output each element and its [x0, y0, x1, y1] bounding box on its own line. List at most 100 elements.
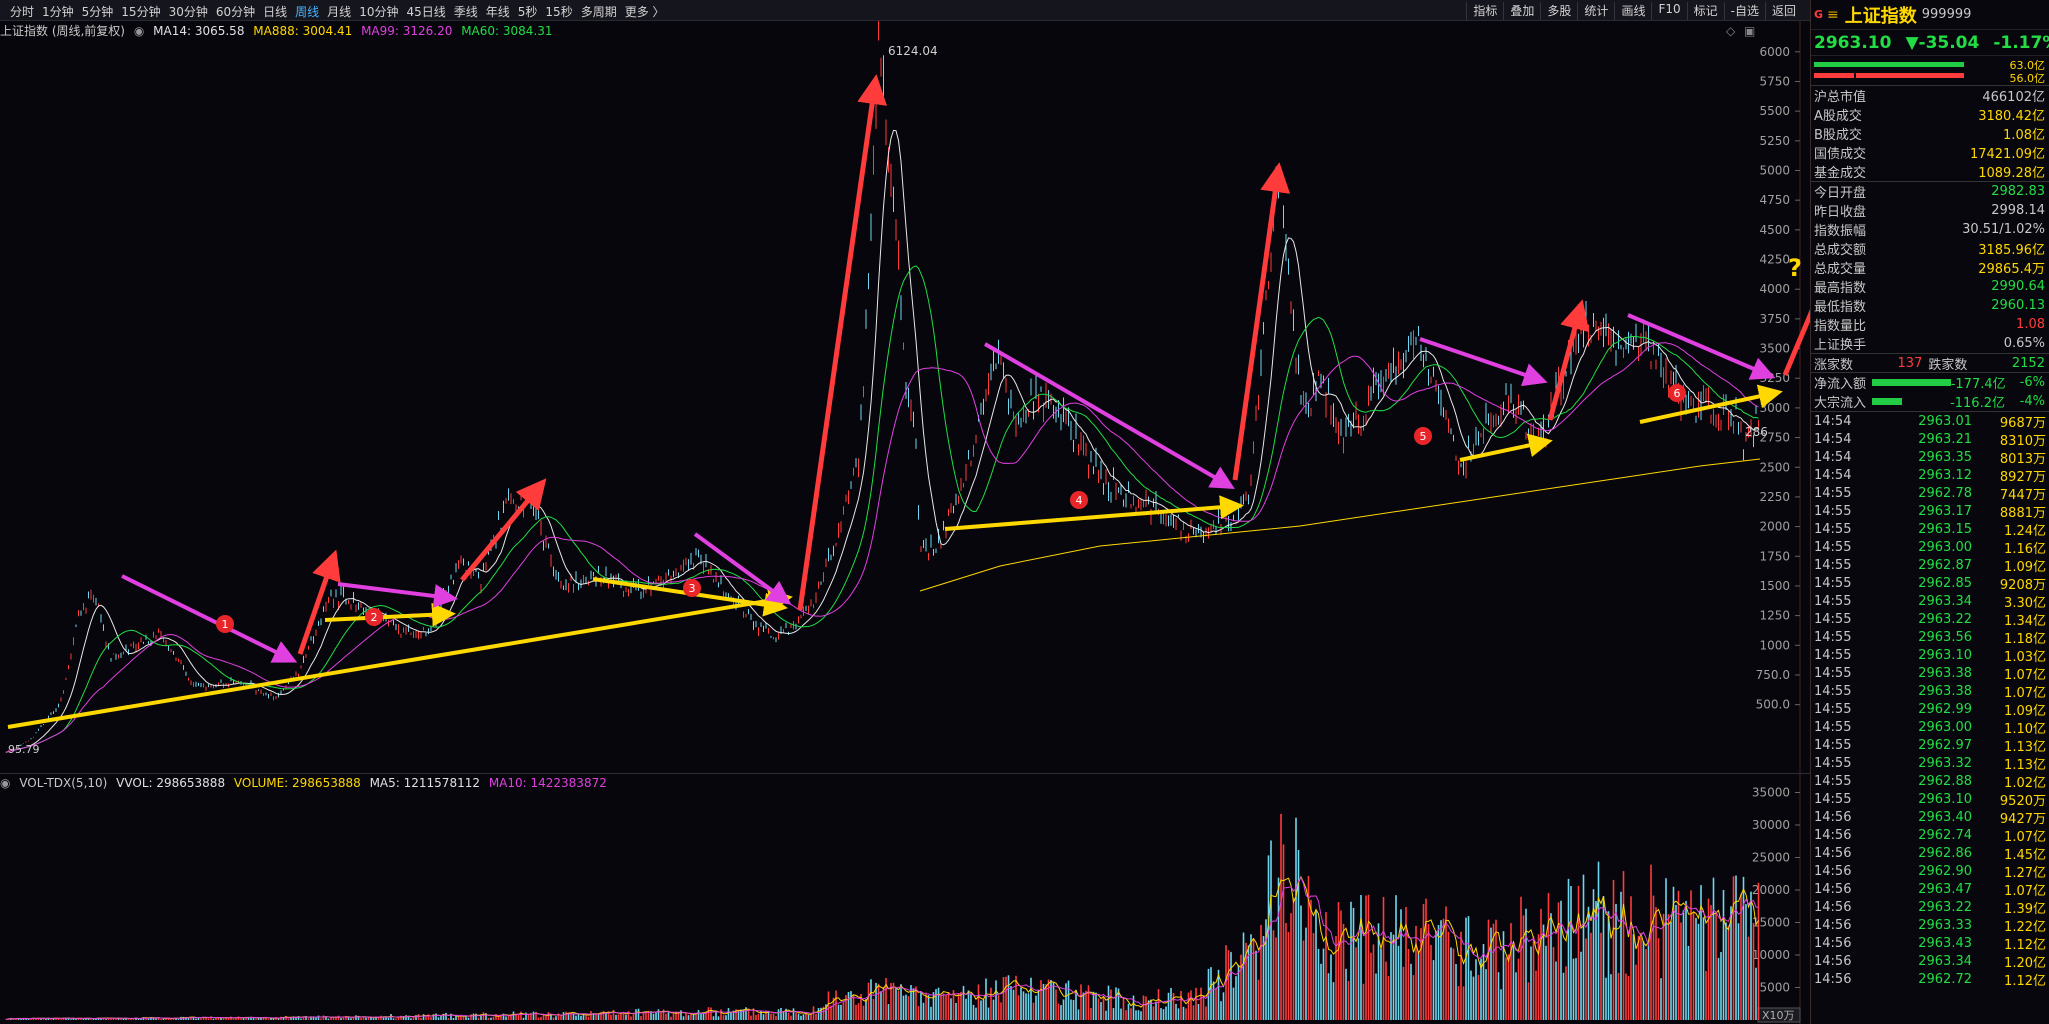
stat-value: 0.65%	[2003, 336, 2045, 351]
stat-label: 最低指数	[1814, 300, 1867, 315]
period-tab[interactable]: 更多 〉	[624, 4, 665, 19]
resistance-arrow	[983, 342, 1235, 490]
tick-price: 2963.17	[1918, 503, 1972, 519]
question-mark: ?	[1788, 254, 1802, 282]
ma888-label: MA888: 3004.41	[253, 24, 353, 38]
tick-price: 2963.47	[1918, 881, 1972, 897]
wave-marker	[1070, 491, 1088, 509]
tool-button[interactable]: 叠加	[1503, 2, 1540, 20]
tool-button[interactable]: F10	[1651, 2, 1686, 20]
stat-label: 今日开盘	[1814, 186, 1867, 201]
ma10-label: MA10: 1422383872	[488, 776, 607, 790]
price-chart[interactable]: 6000575055005250500047504500425040003750…	[0, 21, 1810, 773]
stat-value: 3185.96亿	[1978, 243, 2045, 258]
price-pct: -1.17%	[1993, 32, 2049, 53]
period-tab[interactable]: 5秒	[517, 4, 538, 19]
ma99-line	[5, 342, 1759, 753]
period-tab[interactable]: 月线	[327, 4, 352, 19]
stat-row: 最低指数 2960.13	[1811, 296, 2049, 315]
stat-label: 国债成交	[1814, 147, 1867, 162]
stat-label: 指数量比	[1814, 319, 1867, 334]
period-tab[interactable]: 60分钟	[215, 4, 256, 19]
period-tab[interactable]: 多周期	[580, 4, 617, 19]
tick-row: 14:55 2963.56 1.18亿	[1811, 628, 2049, 647]
stat-value: 1.08	[2016, 317, 2045, 332]
tool-button[interactable]: 标记	[1686, 2, 1724, 20]
tick-price: 2963.15	[1918, 521, 1972, 537]
tick-price: 2963.21	[1918, 431, 1972, 447]
period-tab[interactable]: 45日线	[406, 4, 446, 19]
tick-time: 14:54	[1814, 413, 1852, 429]
tick-row: 14:56 2963.40 9427万	[1811, 808, 2049, 827]
window-icon[interactable]: ▣	[1744, 24, 1756, 38]
stat-label: 总成交额	[1814, 243, 1867, 258]
tick-price: 2963.00	[1918, 719, 1972, 735]
tick-price: 2963.22	[1918, 611, 1972, 627]
tool-button[interactable]: 多股	[1540, 2, 1577, 20]
tick-price: 2963.34	[1918, 593, 1972, 609]
tool-button[interactable]: -自选	[1723, 2, 1765, 20]
tick-row: 14:56 2962.72 1.12亿	[1811, 970, 2049, 989]
tick-time: 14:55	[1814, 485, 1852, 501]
period-tab[interactable]: 年线	[485, 4, 510, 19]
tick-time: 14:55	[1814, 701, 1852, 717]
flow-bars: 63.0亿 56.0亿	[1811, 56, 2049, 86]
tool-button[interactable]: 画线	[1614, 2, 1651, 20]
bar2-label: 56.0亿	[2009, 72, 2046, 85]
last-label: 286	[1745, 425, 1768, 439]
tick-volume: 1.16亿	[2004, 541, 2046, 557]
period-tab[interactable]: 1分钟	[42, 4, 74, 19]
tick-row: 14:55 2963.34 3.30亿	[1811, 592, 2049, 611]
tick-time: 14:55	[1814, 503, 1852, 519]
menu-icon[interactable]: ≡	[1827, 6, 1839, 23]
price-axis-label: 1000	[1759, 638, 1790, 652]
period-tab[interactable]: 分时	[10, 4, 35, 19]
tick-time: 14:55	[1814, 665, 1852, 681]
period-tab[interactable]: 日线	[263, 4, 288, 19]
down-label: 跌家数	[1928, 357, 1968, 373]
tick-volume: 1.39亿	[2004, 901, 2046, 917]
tool-button[interactable]: 统计	[1577, 2, 1614, 20]
tick-price: 2963.38	[1918, 683, 1972, 699]
tick-time: 14:55	[1814, 791, 1852, 807]
period-tab[interactable]: 周线	[295, 4, 320, 19]
tick-time: 14:54	[1814, 431, 1852, 447]
price-line: 2963.10 ▼-35.04 -1.17%	[1811, 30, 2049, 56]
price-axis-label: 2500	[1759, 460, 1790, 474]
tick-list[interactable]: 14:54 2963.01 9687万 14:54 2963.21 8310万 14:54 2…	[1811, 411, 2049, 989]
resistance-arrow	[1419, 337, 1548, 387]
volume-chart[interactable]: 35000 30000 25000 20000 15000 10000 5000 X10万	[0, 774, 1810, 1024]
rally-arrow	[1547, 299, 1590, 421]
wave-marker-label: 5	[1420, 430, 1427, 443]
tick-time: 14:55	[1814, 521, 1852, 537]
price-axis-label: 4500	[1759, 223, 1790, 237]
tick-volume: 1.45亿	[2004, 847, 2046, 863]
price-axis-label: 2750	[1759, 431, 1790, 445]
tick-volume: 9520万	[1999, 793, 2046, 809]
tick-volume: 9208万	[1999, 577, 2046, 593]
settings-dot-icon[interactable]: ◉	[133, 24, 145, 38]
period-tab[interactable]: 15秒	[545, 4, 573, 19]
tick-row: 14:56 2963.33 1.22亿	[1811, 916, 2049, 935]
tick-volume: 1.24亿	[2004, 523, 2046, 539]
tool-button[interactable]: 返回	[1764, 2, 1802, 20]
period-tab[interactable]: 5分钟	[81, 4, 114, 19]
price-axis-label: 1750	[1759, 549, 1790, 563]
period-tab[interactable]: 10分钟	[359, 4, 399, 19]
rally-arrow	[1782, 309, 1810, 376]
tick-price: 2962.74	[1918, 827, 1972, 843]
tool-button[interactable]: 指标	[1466, 2, 1503, 20]
wave-marker	[365, 608, 383, 626]
volume-dot-icon[interactable]: ◉	[0, 776, 11, 790]
quote-header: G ≡ 上证指数 999999	[1811, 0, 2049, 30]
tick-time: 14:56	[1814, 809, 1852, 825]
tick-row: 14:55 2963.10 1.03亿	[1811, 646, 2049, 665]
period-tab[interactable]: 季线	[453, 4, 478, 19]
diamond-icon[interactable]: ◇	[1726, 24, 1736, 38]
period-tab[interactable]: 15分钟	[121, 4, 161, 19]
period-tab[interactable]: 30分钟	[168, 4, 208, 19]
resistance-arrow	[693, 532, 792, 605]
rally-arrow	[460, 478, 547, 582]
tick-volume: 1.34亿	[2004, 613, 2046, 629]
tick-price: 2963.43	[1918, 935, 1972, 951]
